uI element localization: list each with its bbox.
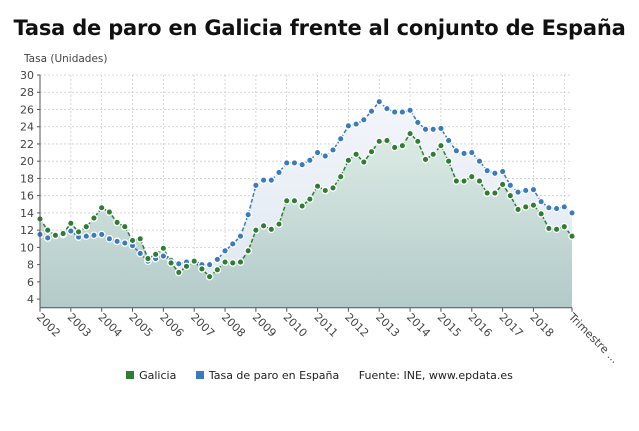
svg-text:2017: 2017: [496, 311, 525, 340]
svg-text:6: 6: [27, 276, 34, 289]
svg-text:2013: 2013: [373, 311, 402, 340]
chart-title: Tasa de paro en Galicia frente al conjun…: [13, 16, 626, 40]
axes: [39, 75, 572, 309]
svg-text:2008: 2008: [219, 311, 248, 340]
svg-text:4: 4: [27, 293, 34, 306]
galicia-markers: [36, 129, 576, 281]
source-note: Fuente: INE, www.epdata.es: [358, 369, 513, 382]
svg-text:2009: 2009: [250, 311, 279, 340]
y-axis-label: Tasa (Unidades): [24, 53, 108, 65]
svg-text:30: 30: [20, 69, 34, 82]
legend-item-spain[interactable]: Tasa de paro en España: [195, 369, 340, 382]
legend-item-galicia[interactable]: Galicia: [126, 369, 176, 382]
svg-text:22: 22: [20, 138, 34, 151]
svg-text:Trimestre ...: Trimestre ...: [565, 310, 621, 366]
svg-text:2003: 2003: [65, 311, 94, 340]
svg-text:2015: 2015: [435, 311, 464, 340]
spain-line: [39, 100, 573, 266]
svg-text:20: 20: [20, 155, 34, 168]
svg-text:2014: 2014: [404, 311, 433, 340]
svg-text:28: 28: [20, 86, 34, 99]
legend-label-galicia: Galicia: [139, 369, 177, 382]
svg-text:2006: 2006: [157, 311, 186, 340]
galicia-swatch-icon: [126, 371, 135, 379]
svg-text:8: 8: [27, 259, 34, 272]
spain-swatch-icon: [195, 371, 204, 379]
svg-text:2018: 2018: [527, 311, 556, 340]
svg-text:16: 16: [20, 190, 34, 203]
galicia-area: [40, 133, 572, 308]
svg-text:2004: 2004: [96, 311, 125, 340]
svg-text:2016: 2016: [466, 311, 495, 340]
legend: Galicia Tasa de paro en España Fuente: I…: [0, 369, 639, 382]
svg-text:26: 26: [20, 103, 34, 116]
svg-text:2005: 2005: [126, 311, 155, 340]
x-axis-ticks: 2002 2003 2004 2005 2006 2007 2008 2009 2010 2011…: [34, 307, 621, 366]
svg-text:12: 12: [20, 224, 34, 237]
svg-text:2007: 2007: [188, 311, 217, 340]
svg-text:2011: 2011: [311, 311, 340, 340]
legend-label-spain: Tasa de paro en España: [208, 369, 340, 382]
y-axis-ticks: 4 6 8 10 12 14 16 18 20 22 24 26 28 30: [20, 69, 40, 306]
svg-text:18: 18: [20, 172, 34, 185]
svg-text:2002: 2002: [34, 311, 63, 340]
svg-text:2010: 2010: [281, 311, 310, 340]
svg-text:10: 10: [20, 241, 34, 254]
svg-text:2012: 2012: [342, 311, 371, 340]
galicia-line: [39, 132, 573, 278]
svg-text:24: 24: [20, 121, 34, 134]
svg-text:14: 14: [20, 207, 34, 220]
